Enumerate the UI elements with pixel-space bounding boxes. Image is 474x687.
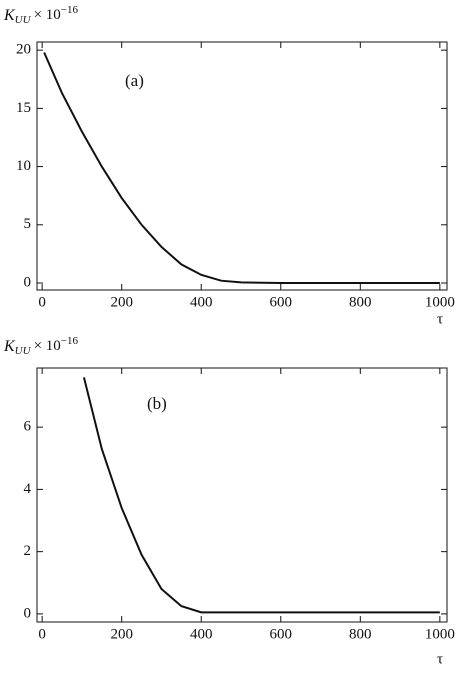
x-tick-label: 400 — [190, 626, 213, 642]
x-tick-label: 200 — [110, 626, 133, 642]
annotation: (a) — [125, 71, 144, 90]
y-axis-label: KUU × 10−16 — [3, 335, 78, 357]
y-tick-label: 0 — [24, 605, 32, 621]
y-label-factor: × 10 — [34, 7, 61, 23]
x-tick-label: 0 — [38, 294, 46, 310]
y-label-exponent: −16 — [61, 4, 79, 16]
y-axis-label: KUU × 10−16 — [3, 4, 78, 26]
x-tick-label: 400 — [190, 294, 213, 310]
y-label-subscript: UU — [15, 345, 32, 357]
y-tick-label: 20 — [16, 42, 31, 58]
plot-frame — [36, 367, 448, 623]
x-axis-label: τ — [437, 311, 443, 327]
y-label-exponent: −16 — [61, 335, 79, 347]
y-label-subscript: UU — [15, 14, 32, 26]
x-tick-label: 600 — [270, 626, 293, 642]
y-label-factor: × 10 — [34, 338, 61, 354]
y-tick-label: 0 — [24, 274, 32, 290]
x-tick-label: 1000 — [425, 626, 455, 642]
y-tick-label: 6 — [24, 419, 32, 435]
x-axis-label: τ — [437, 651, 443, 667]
y-tick-label: 5 — [24, 216, 32, 232]
y-label-symbol: K — [3, 338, 16, 355]
plot-frame — [36, 41, 448, 291]
y-label-symbol: K — [3, 7, 16, 24]
x-tick-label: 800 — [349, 294, 372, 310]
curve — [43, 52, 440, 285]
y-tick-label: 4 — [24, 481, 32, 497]
curve — [82, 377, 440, 614]
y-tick-label: 2 — [24, 543, 32, 559]
x-tick-label: 600 — [270, 294, 293, 310]
y-tick-label: 15 — [16, 100, 31, 116]
x-tick-label: 800 — [349, 626, 372, 642]
annotation: (b) — [147, 394, 167, 413]
y-tick-label: 10 — [16, 158, 31, 174]
x-tick-label: 0 — [38, 626, 46, 642]
x-tick-label: 1000 — [425, 294, 455, 310]
x-tick-label: 200 — [110, 294, 133, 310]
